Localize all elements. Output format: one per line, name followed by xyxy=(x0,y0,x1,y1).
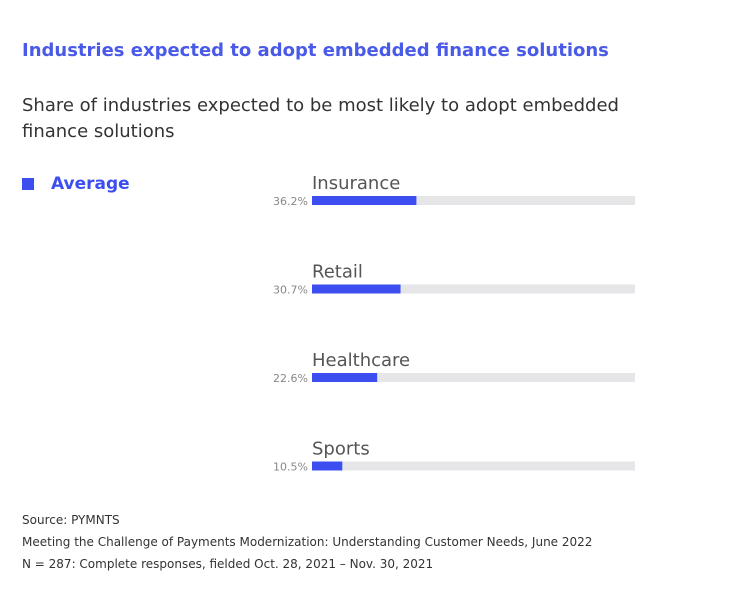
bar xyxy=(312,196,417,205)
value-label: 36.2% xyxy=(273,195,308,208)
category-label: Sports xyxy=(312,439,370,460)
category-label: Insurance xyxy=(312,173,400,194)
legend: Average xyxy=(22,174,130,194)
legend-label: Average xyxy=(51,174,130,194)
chart-subtitle: Share of industries expected to be most … xyxy=(22,95,619,116)
value-label: 30.7% xyxy=(273,284,308,297)
legend-swatch xyxy=(22,178,34,190)
value-label: 10.5% xyxy=(273,461,308,474)
bar-track xyxy=(312,373,635,382)
chart-subtitle: finance solutions xyxy=(22,121,175,142)
bar xyxy=(312,461,343,471)
category-label: Healthcare xyxy=(312,350,410,371)
bar xyxy=(312,284,401,294)
bar xyxy=(312,373,378,382)
plot-area: Insurance 36.2% Retail 30.7% Healthcare 22.6%… xyxy=(273,173,635,474)
chart-title: Industries expected to adopt embedded fi… xyxy=(22,40,609,61)
source-line: Source: PYMNTS xyxy=(22,513,120,527)
value-label: 22.6% xyxy=(273,372,308,385)
bar-track xyxy=(312,196,635,205)
source-line: N = 287: Complete responses, fielded Oct… xyxy=(22,557,433,571)
category-label: Retail xyxy=(312,262,363,283)
bar-track xyxy=(312,461,635,471)
source-line: Meeting the Challenge of Payments Modern… xyxy=(22,535,592,549)
bar-track xyxy=(312,284,635,294)
